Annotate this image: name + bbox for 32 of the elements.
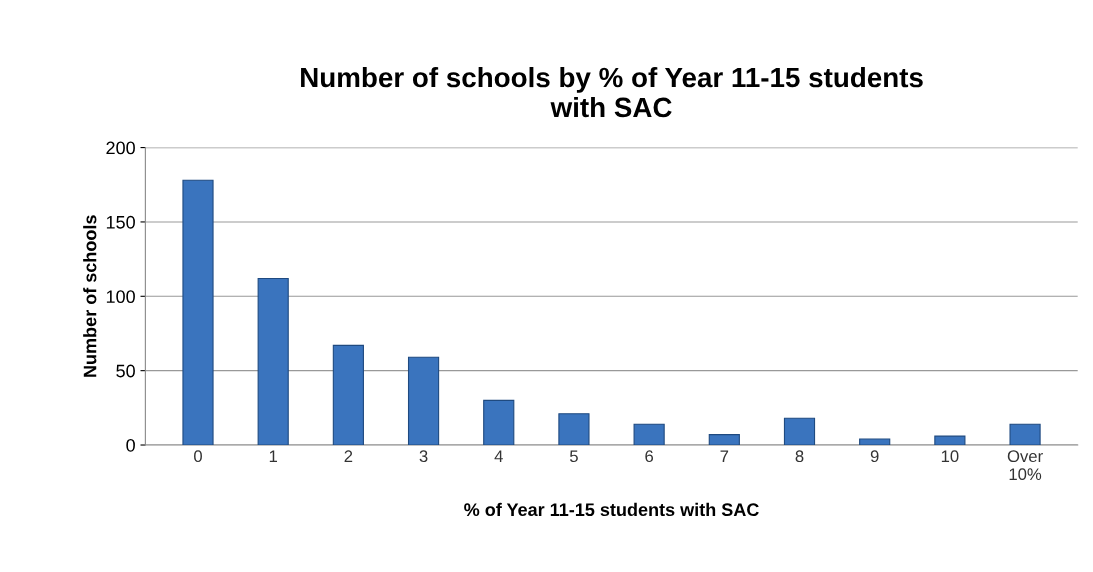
bar: [483, 399, 515, 446]
x-tick-label: 7: [720, 450, 729, 462]
chart-title: Number of schools by % of Year 11-15 students with SAC: [301, 66, 923, 118]
x-tick-label: 1: [269, 450, 278, 462]
bar: [1009, 423, 1041, 446]
x-axis-title: % of Year 11-15 students with SAC: [464, 502, 759, 517]
x-tick-label: 5: [569, 450, 578, 463]
x-tick-label: 3: [419, 450, 428, 463]
bar: [558, 413, 590, 446]
x-tick-label: 6: [645, 450, 654, 463]
bar: [407, 356, 440, 446]
bar: [257, 277, 289, 446]
x-tick-label: 10: [941, 450, 959, 463]
y-axis-title: Number of schools: [83, 215, 97, 377]
bar: [934, 435, 966, 446]
bar: [708, 434, 740, 446]
bar: [859, 438, 891, 446]
y-tick-label: 100: [106, 290, 135, 304]
y-tick-label: 150: [106, 215, 135, 229]
bar: [633, 423, 665, 446]
y-tick-label: 0: [126, 438, 135, 452]
y-tick-label: 50: [116, 364, 135, 378]
bar: [332, 344, 364, 446]
bar: [783, 417, 816, 446]
y-tick-label: 200: [106, 141, 135, 155]
x-tick-label: Over 10%: [1007, 450, 1043, 481]
x-tick-label: 4: [494, 450, 503, 462]
bar: [182, 179, 214, 446]
x-tick-label: 8: [795, 450, 804, 463]
x-tick-label: 9: [870, 450, 879, 463]
x-tick-label: 2: [344, 450, 353, 462]
x-tick-label: 0: [194, 450, 202, 463]
